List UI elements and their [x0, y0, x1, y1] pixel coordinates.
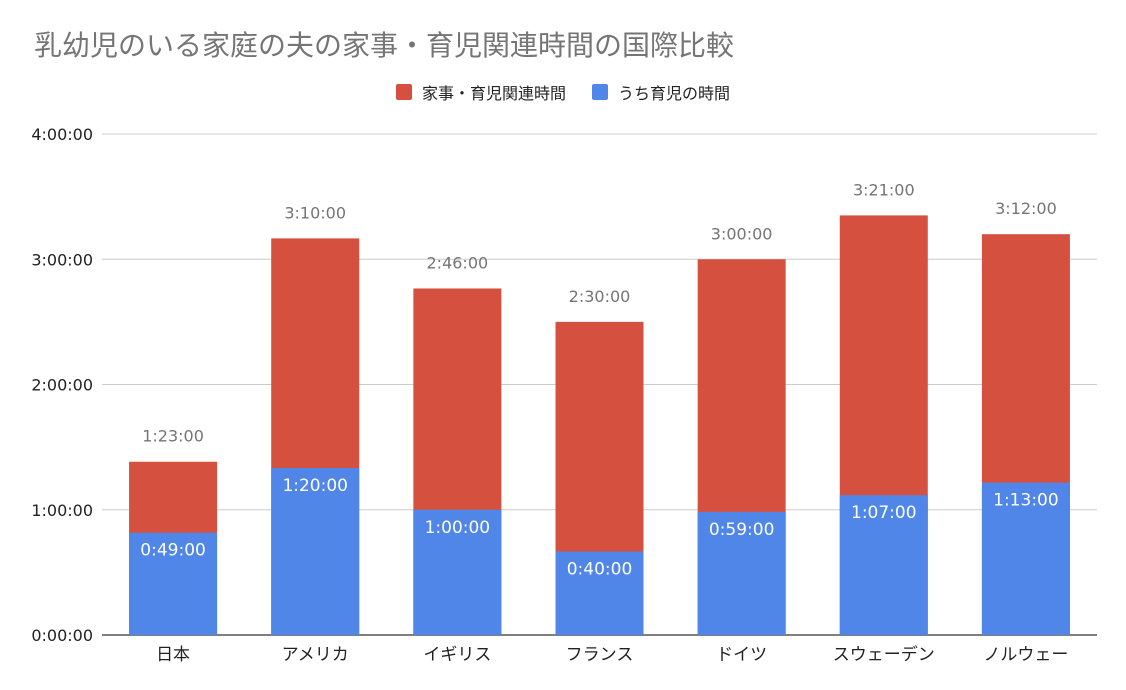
data-label-total-5: 3:21:00	[853, 180, 915, 199]
data-label-total-6: 3:12:00	[995, 199, 1057, 218]
legend-label-total: 家事・育児関連時間	[421, 84, 566, 103]
data-label-childcare-1: 1:20:00	[282, 476, 348, 496]
bar-childcare-1	[271, 468, 360, 635]
y-tick-label-2: 2:00:00	[31, 376, 93, 395]
data-label-total-3: 2:30:00	[569, 287, 631, 306]
bar-childcare-6	[981, 482, 1070, 635]
data-label-childcare-0: 0:49:00	[140, 541, 206, 561]
x-tick-label-0: 日本	[156, 645, 190, 665]
data-label-childcare-2: 1:00:00	[425, 518, 491, 538]
data-label-childcare-6: 1:13:00	[993, 491, 1059, 511]
legend-swatch-total	[395, 84, 412, 100]
x-tick-label-2: イギリス	[423, 645, 491, 665]
legend: 家事・育児関連時間 うち育児の時間	[0, 80, 1126, 104]
x-tick-label-5: スウェーデン	[833, 644, 935, 665]
data-label-total-1: 3:10:00	[284, 203, 346, 222]
bar-childcare-5	[839, 495, 928, 635]
x-tick-label-4: ドイツ	[716, 645, 767, 665]
y-tick-label-0: 0:00:00	[31, 626, 93, 645]
legend-item-childcare[interactable]: うち育児の時間	[592, 80, 730, 104]
legend-item-total[interactable]: 家事・育児関連時間	[395, 80, 566, 104]
legend-swatch-childcare	[592, 84, 608, 100]
y-tick-label-4: 4:00:00	[31, 125, 93, 144]
data-label-total-4: 3:00:00	[711, 224, 773, 243]
bar-childcare-0	[129, 532, 218, 635]
chart-title: 乳幼児のいる家庭の夫の家事・育児関連時間の国際比較	[34, 29, 735, 62]
x-tick-label-3: フランス	[566, 645, 634, 665]
x-tick-label-6: ノルウェー	[983, 645, 1068, 665]
bar-childcare-3	[555, 551, 644, 635]
y-tick-label-1: 1:00:00	[31, 501, 93, 520]
data-label-total-2: 2:46:00	[427, 253, 489, 272]
legend-label-childcare: うち育児の時間	[618, 84, 731, 103]
data-label-total-0: 1:23:00	[142, 427, 204, 446]
data-label-childcare-4: 0:59:00	[709, 520, 775, 540]
x-tick-label-1: アメリカ	[282, 645, 349, 665]
bar-childcare-2	[413, 509, 502, 635]
data-label-childcare-3: 0:40:00	[567, 560, 633, 580]
data-label-childcare-5: 1:07:00	[851, 503, 917, 523]
bar-childcare-4	[697, 511, 786, 635]
y-tick-label-3: 3:00:00	[31, 250, 93, 269]
